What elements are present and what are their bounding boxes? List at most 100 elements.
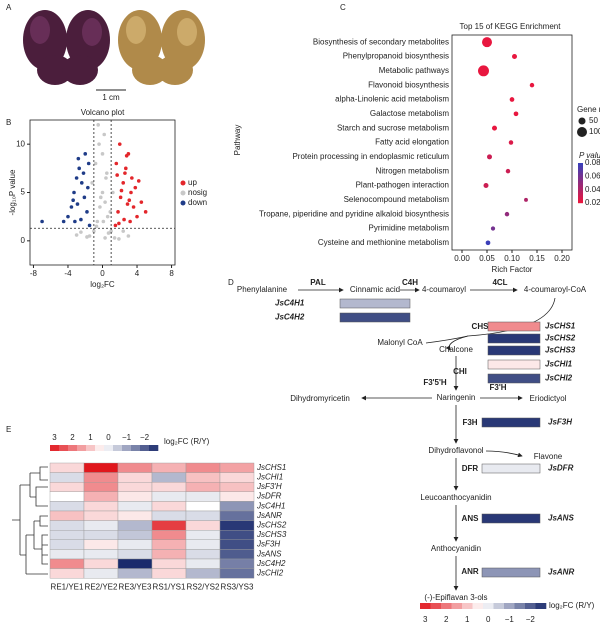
heat-cell bbox=[83, 558, 119, 569]
colorbar-cell bbox=[578, 181, 583, 184]
heat-cell bbox=[117, 549, 153, 560]
colorscale-label: 3 bbox=[52, 433, 57, 442]
x-tick-label: -4 bbox=[64, 269, 72, 278]
column-label: RE3/YE3 bbox=[119, 582, 152, 591]
colorscale-title: log₂FC (R/Y) bbox=[549, 601, 595, 610]
heat-cell bbox=[117, 501, 153, 512]
point bbox=[103, 236, 107, 240]
colorscale-label: −2 bbox=[140, 433, 150, 442]
dot bbox=[524, 197, 528, 202]
point bbox=[96, 123, 100, 127]
point bbox=[71, 198, 75, 203]
heat-cell bbox=[117, 462, 153, 473]
row-label: JsC4H1 bbox=[256, 501, 285, 510]
colorscale-cell bbox=[535, 603, 547, 609]
point bbox=[117, 142, 122, 146]
colorscale-cell bbox=[462, 603, 473, 609]
colorbar-cell bbox=[578, 197, 583, 200]
gene-bar bbox=[339, 312, 411, 323]
gene-bar bbox=[339, 298, 411, 309]
heat-cell bbox=[185, 472, 221, 483]
colorscale-cell bbox=[441, 603, 452, 609]
point bbox=[79, 217, 83, 222]
point bbox=[115, 173, 119, 177]
x-tick-label: 0.00 bbox=[454, 254, 470, 263]
legend-label: up bbox=[188, 178, 197, 187]
point bbox=[74, 176, 79, 180]
point bbox=[118, 195, 123, 200]
heat-cell bbox=[83, 549, 119, 560]
colorscale-label: −2 bbox=[526, 615, 536, 624]
heat-cell bbox=[151, 539, 187, 550]
row-label: JsCHI2 bbox=[256, 569, 284, 578]
dot bbox=[508, 140, 514, 145]
point bbox=[83, 152, 88, 156]
colorscale-cell bbox=[483, 603, 494, 609]
point bbox=[95, 219, 100, 224]
point bbox=[125, 202, 130, 206]
heat-cell bbox=[117, 520, 153, 531]
y-tick-label: 5 bbox=[21, 188, 26, 197]
row-label: JsF3H bbox=[256, 540, 280, 549]
colorbar-cell bbox=[578, 171, 583, 174]
heat-cell bbox=[185, 520, 221, 531]
compound: Flavone bbox=[534, 452, 563, 461]
gene-bar bbox=[487, 359, 541, 370]
colorscale-cell bbox=[420, 603, 431, 609]
point bbox=[82, 195, 87, 200]
heat-cell bbox=[117, 491, 153, 502]
panel-label: B bbox=[6, 118, 11, 127]
enzyme: ANS bbox=[462, 514, 480, 523]
compound: 4-coumaroyl bbox=[422, 285, 466, 294]
x-tick-label: 4 bbox=[135, 269, 140, 278]
colorbar-cell bbox=[578, 195, 583, 198]
panel-label: A bbox=[6, 3, 12, 12]
heat-cell bbox=[151, 530, 187, 541]
point bbox=[121, 181, 126, 185]
x-tick-label: 0.15 bbox=[529, 254, 545, 263]
colorscale-cell bbox=[140, 445, 150, 451]
heat-cell bbox=[219, 549, 255, 560]
point bbox=[116, 210, 120, 214]
colorscale-label: 1 bbox=[465, 615, 470, 624]
category-label: Tropane, piperidine and pyridine alkaloi… bbox=[259, 209, 449, 218]
point bbox=[100, 190, 105, 195]
heat-cell bbox=[151, 549, 187, 560]
dot bbox=[487, 154, 492, 160]
point bbox=[66, 214, 70, 219]
heat-cell bbox=[49, 462, 85, 473]
point bbox=[90, 181, 94, 185]
colorscale-label: 0 bbox=[486, 615, 491, 624]
point bbox=[104, 176, 108, 180]
heat-cell bbox=[49, 520, 85, 531]
point bbox=[102, 132, 107, 137]
heat-cell bbox=[49, 472, 85, 483]
point bbox=[72, 190, 76, 195]
category-label: Metabolic pathways bbox=[379, 66, 449, 75]
gene-bar bbox=[481, 567, 541, 578]
category-label: Selenocompound metabolism bbox=[344, 195, 450, 204]
colorscale-cell bbox=[451, 603, 463, 609]
point bbox=[93, 161, 98, 166]
heat-cell bbox=[219, 501, 255, 512]
size-legend-dot bbox=[577, 127, 587, 137]
heat-cell bbox=[117, 539, 153, 550]
point bbox=[133, 185, 138, 190]
point bbox=[131, 205, 136, 209]
column-label: RS2/YS2 bbox=[187, 582, 220, 591]
point bbox=[79, 230, 83, 234]
compound: Naringenin bbox=[437, 393, 476, 402]
dot bbox=[509, 97, 515, 102]
point bbox=[105, 214, 110, 219]
colorscale-cell bbox=[122, 445, 132, 451]
category-label: Pyrimidine metabolism bbox=[369, 224, 450, 233]
category-label: Nitrogen metabolism bbox=[376, 166, 450, 175]
gene-bar bbox=[481, 513, 541, 524]
heat-cell bbox=[83, 501, 119, 512]
legend-title: Gene number bbox=[577, 105, 600, 114]
heat-cell bbox=[49, 501, 85, 512]
point bbox=[103, 200, 107, 204]
row-label: JsCHS1 bbox=[256, 463, 286, 472]
heat-cell bbox=[151, 501, 187, 512]
heat-cell bbox=[83, 530, 119, 541]
